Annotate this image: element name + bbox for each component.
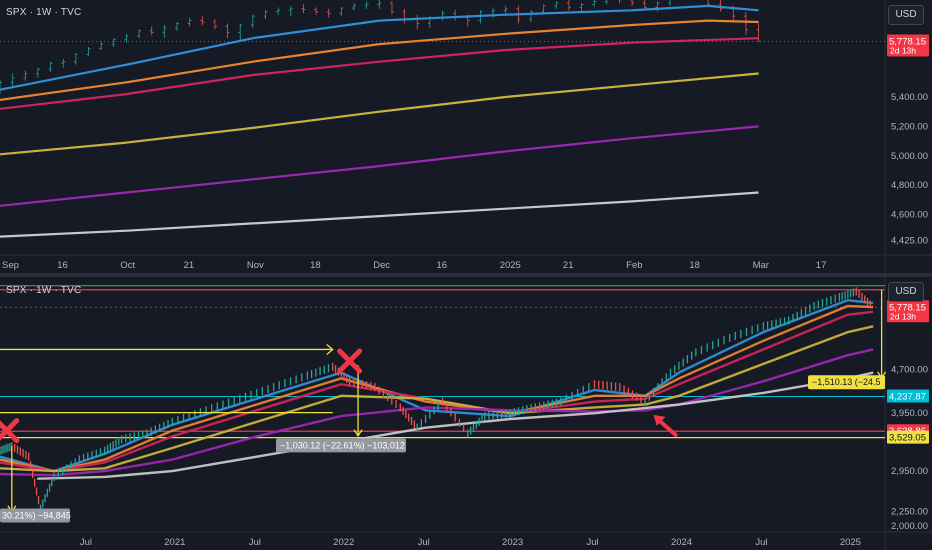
top-y-tick-label: 5,400.00 — [891, 92, 928, 103]
bottom-y-tick-label: 3,950.00 — [891, 408, 928, 419]
bottom-x-tick-label: 2022 — [333, 537, 354, 548]
bottom-currency-button[interactable]: USD — [888, 282, 924, 302]
top-chart-canvas[interactable]: Sep 16 Oct 21 Nov 18 Dec 16 2025 21 Feb 18 Mar 17 5,40… — [0, 0, 932, 273]
bottom-price-tag-bg — [887, 389, 929, 403]
top-series-ma2 — [0, 19, 759, 101]
top-series-ma6 — [0, 191, 759, 238]
top-price-tag: 5,778.15 — [889, 36, 926, 47]
bottom-x-tick-label: Jul — [80, 537, 92, 548]
bottom-x-tick-label: 2021 — [164, 537, 185, 548]
top-y-tick-label: 5,000.00 — [891, 151, 928, 162]
x-marker-icon — [0, 418, 20, 444]
bottom-x-tick-label: 2024 — [671, 537, 692, 548]
bottom-chart-canvas[interactable]: Jul 2021 Jul 2022 Jul 2023 Jul 2024 Jul 2025 4,700… — [0, 277, 932, 550]
top-x-tick-label: Mar — [753, 260, 769, 271]
top-x-tick-label: 2025 — [500, 260, 521, 271]
top-x-tick-label: 17 — [816, 260, 827, 271]
top-x-tick-label: Nov — [247, 260, 264, 271]
bottom-measure-arrowhead — [326, 343, 334, 355]
measure-2020-label: 30.21%) −94,845 — [2, 511, 71, 521]
top-legend: SPX · 1W · TVC — [6, 7, 82, 18]
bottom-legend: SPX · 1W · TVC — [6, 285, 82, 296]
bottom-y-tick-label: 2,000.00 — [891, 521, 928, 532]
bottom-y-tick-label: 2,950.00 — [891, 466, 928, 477]
bottom-x-tick-label: 2023 — [502, 537, 523, 548]
top-x-tick-label: 16 — [57, 260, 68, 271]
measure-2022-bg — [276, 438, 406, 453]
top-price-tag-sub: 2d 13h — [890, 45, 916, 55]
red-arrow-icon — [657, 418, 678, 437]
top-x-tick-label: 18 — [310, 260, 321, 271]
bottom-chart-pane[interactable]: Jul 2021 Jul 2022 Jul 2023 Jul 2024 Jul 2025 4,700… — [0, 277, 932, 550]
bottom-series-ma6 — [37, 371, 874, 480]
top-x-tick-label: Dec — [373, 260, 390, 271]
top-series-ma4 — [0, 72, 759, 156]
bottom-measure-arrowhead — [353, 429, 363, 437]
bottom-x-tick-label: 2025 — [840, 537, 861, 548]
bottom-x-tick-label: Jul — [755, 537, 767, 548]
measure-2025-bg — [808, 375, 885, 390]
x-marker-icon — [337, 348, 363, 374]
top-chart-pane[interactable]: Sep 16 Oct 21 Nov 18 Dec 16 2025 21 Feb 18 Mar 17 5,40… — [0, 0, 932, 273]
top-series-ma1 — [0, 4, 759, 91]
bottom-series-ma5 — [0, 348, 874, 477]
bottom-x-tick-label: Jul — [418, 537, 430, 548]
top-series-ma3 — [0, 37, 759, 110]
bottom-price-tag: 3,529.05 — [889, 433, 926, 444]
bottom-series-ma4 — [0, 325, 874, 473]
top-x-tick-label: Feb — [626, 260, 642, 271]
measure-2020-bg — [0, 508, 70, 523]
measure-2022-label: −1,030.12 (−22.61%) −103,012 — [280, 440, 405, 450]
top-x-tick-label: Oct — [120, 260, 135, 271]
bottom-series-ma1 — [0, 298, 874, 473]
bottom-price-tag: 4,237.87 — [889, 392, 926, 403]
top-y-tick-label: 4,600.00 — [891, 210, 928, 221]
bottom-price-tag-sub: 2d 13h — [890, 311, 916, 321]
top-price-tag-bg — [887, 34, 929, 57]
pane-divider[interactable] — [0, 273, 932, 277]
bottom-y-tick-label: 2,250.00 — [891, 507, 928, 518]
top-y-tick-label: 4,800.00 — [891, 180, 928, 191]
top-x-tick-label: Sep — [2, 260, 19, 271]
bottom-y-tick-label: 4,700.00 — [891, 365, 928, 376]
top-x-tick-label: 16 — [437, 260, 448, 271]
top-x-tick-label: 21 — [563, 260, 574, 271]
bottom-x-tick-label: Jul — [587, 537, 599, 548]
top-currency-button[interactable]: USD — [888, 5, 924, 25]
bottom-price-tag-bg — [887, 430, 929, 444]
top-bg — [0, 0, 932, 273]
top-y-tick-label: 5,200.00 — [891, 121, 928, 132]
top-series-ma5 — [0, 125, 759, 207]
bottom-price-tag-bg — [887, 300, 929, 323]
measure-2025-label: −1,510.13 (−24.5 — [812, 377, 881, 387]
top-x-tick-label: 21 — [184, 260, 195, 271]
bottom-price-tag: 5,778.15 — [889, 302, 926, 313]
bottom-x-tick-label: Jul — [249, 537, 261, 548]
top-y-tick-label: 4,425.00 — [891, 235, 928, 246]
top-x-tick-label: 18 — [689, 260, 700, 271]
bottom-series-ma2 — [0, 304, 874, 473]
red-arrow-head-icon — [653, 414, 666, 426]
